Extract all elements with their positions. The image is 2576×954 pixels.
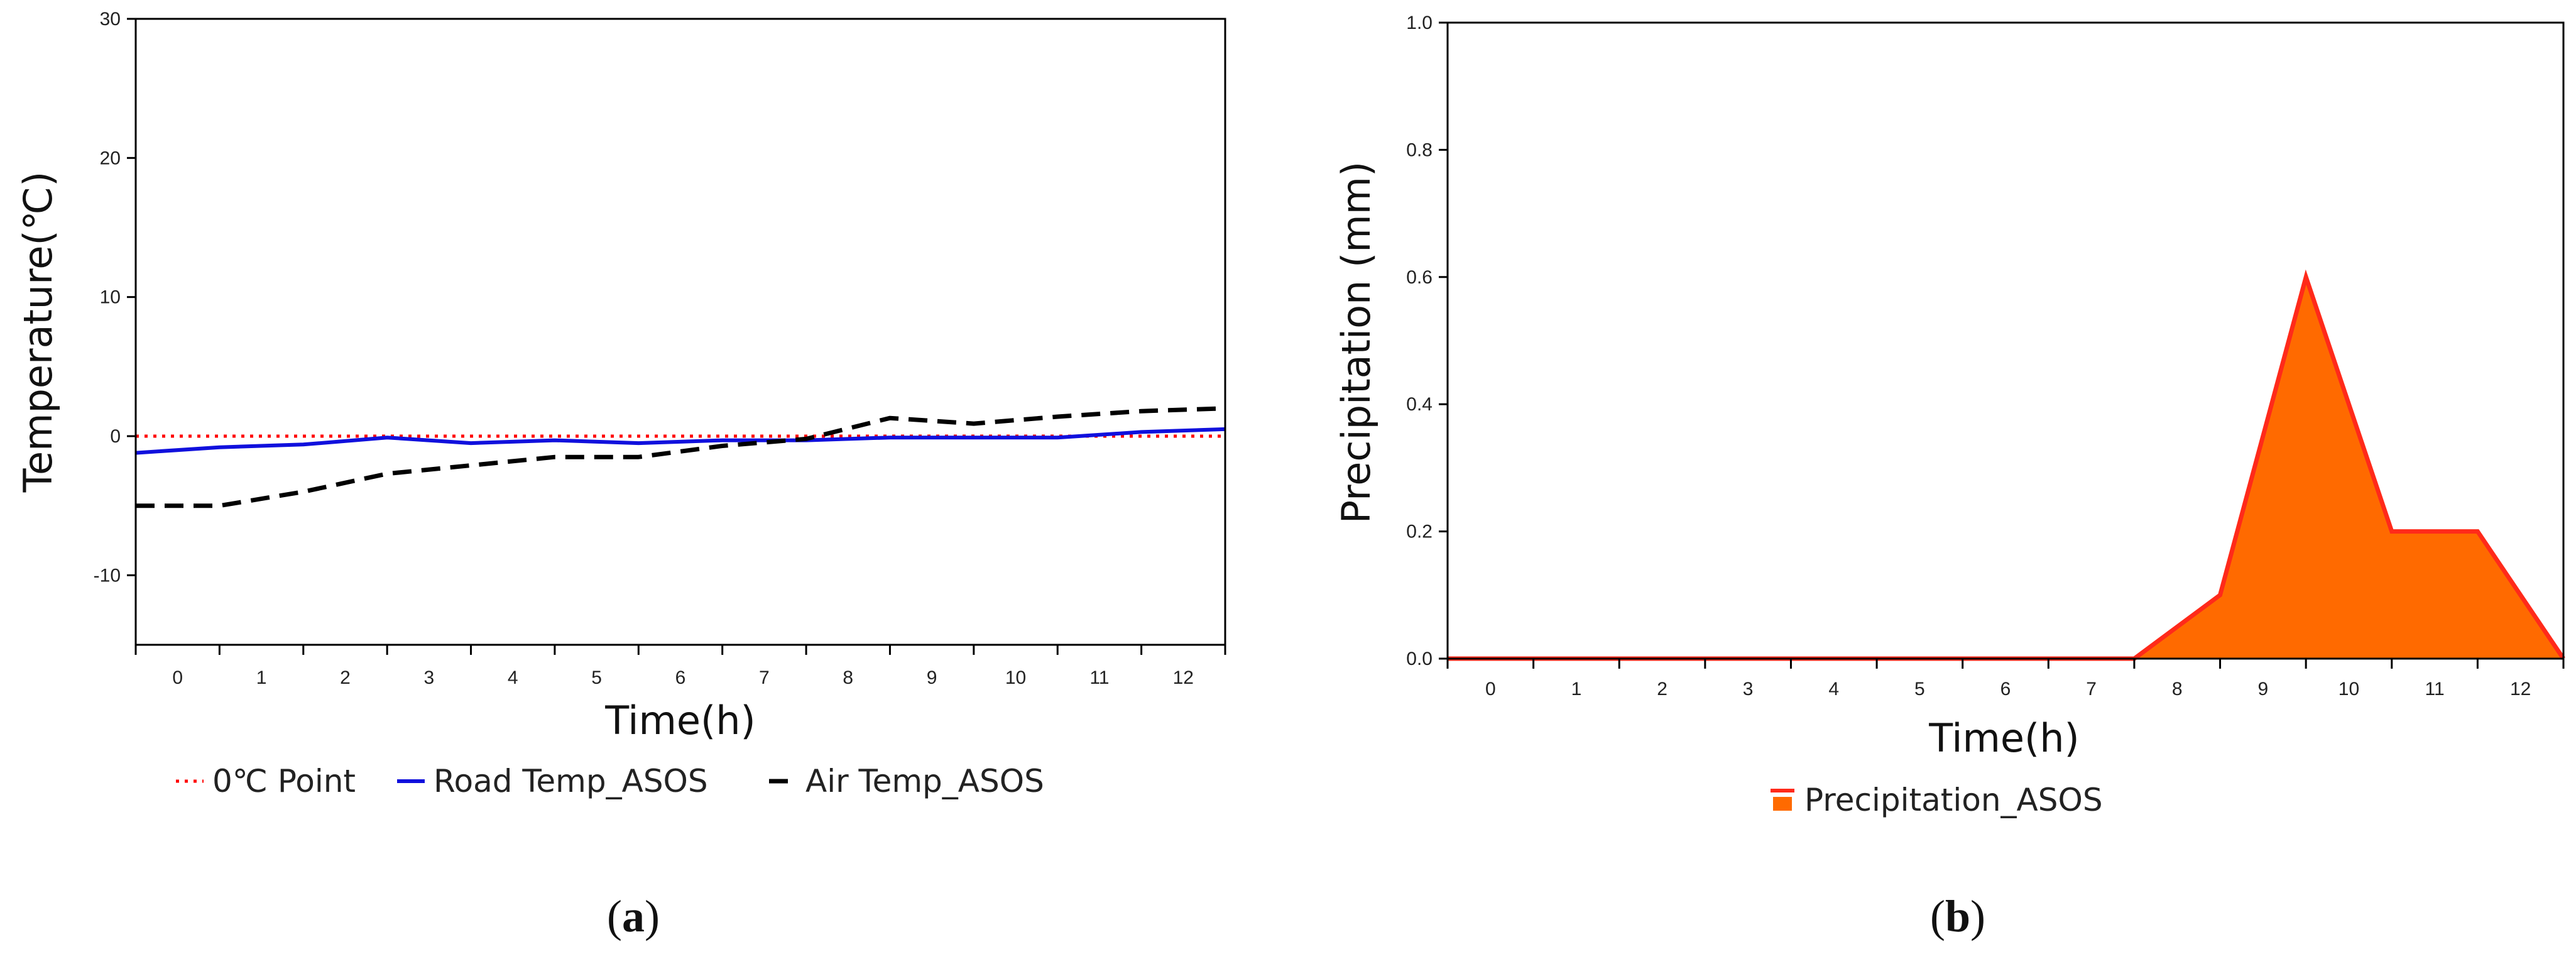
temperature-x-tick-label: 12 — [1173, 667, 1194, 688]
precipitation-legend-label: Precipitation_ASOS — [1804, 782, 2103, 818]
temperature-x-tick-label: 0 — [172, 667, 183, 688]
temperature-x-tick-label: 6 — [675, 667, 686, 688]
panel-caption-a: (a) — [607, 891, 660, 941]
precipitation-x-tick-label: 0 — [1485, 679, 1496, 699]
precipitation-x-tick-label: 8 — [2172, 679, 2183, 699]
temperature-x-tick-label: 7 — [759, 667, 770, 688]
precipitation-x-tick-label: 5 — [1914, 679, 1925, 699]
temperature-x-tick-label: 4 — [508, 667, 518, 688]
precipitation-x-tick-label: 4 — [1828, 679, 1839, 699]
temperature-y-axis-label: Temperature(℃) — [15, 172, 61, 493]
precipitation-x-axis-label: Time(h) — [1928, 715, 2079, 761]
precipitation-x-tick-label: 11 — [2425, 679, 2444, 699]
precipitation-x-tick-label: 2 — [1657, 679, 1667, 699]
panel-caption-b: (b) — [1930, 891, 1985, 941]
temperature-legend: 0℃ Point Road Temp_ASOS Air Temp_ASOS — [176, 763, 1044, 799]
temperature-legend-label: Road Temp_ASOS — [434, 763, 708, 799]
temperature-x-tick-label: 8 — [843, 667, 853, 688]
precipitation-y-axis-label: Precipitation (mm) — [1333, 162, 1379, 524]
precipitation-y-tick-label: 0.4 — [1406, 394, 1433, 415]
precipitation-y-tick-label: 0.8 — [1406, 140, 1433, 160]
precipitation-y-tick-label: 0.0 — [1406, 649, 1433, 669]
precipitation-x-tick-label: 1 — [1571, 679, 1582, 699]
precipitation-y-tick-label: 0.6 — [1406, 267, 1433, 288]
precipitation-x-tick-label: 10 — [2339, 679, 2359, 699]
temperature-plot-frame — [134, 18, 1226, 646]
temperature-x-tick-label: 11 — [1089, 667, 1109, 688]
precipitation-x-tick-label: 7 — [2086, 679, 2097, 699]
precipitation-area-fill — [1448, 277, 2563, 659]
temperature-y-tick-label: 0 — [110, 426, 121, 447]
temperature-x-tick-label: 9 — [927, 667, 937, 688]
precipitation-x-tick-label: 12 — [2510, 679, 2531, 699]
temperature-legend-label: Air Temp_ASOS — [805, 763, 1044, 799]
precipitation-y-tick-label: 0.2 — [1406, 522, 1433, 542]
precipitation-x-tick-label: 6 — [2000, 679, 2011, 699]
temperature-x-tick-label: 1 — [256, 667, 267, 688]
temperature-y-tick-label: 20 — [100, 148, 121, 168]
temperature-legend-label: 0℃ Point — [212, 763, 356, 799]
temperature-y-tick-label: -10 — [94, 565, 121, 586]
precipitation-x-tick-label: 9 — [2258, 679, 2269, 699]
temperature-x-axis-label: Time(h) — [604, 698, 755, 743]
temperature-x-tick-label: 5 — [591, 667, 602, 688]
temperature-y-tick-label: 30 — [100, 9, 121, 30]
temperature-y-tick-label: 10 — [100, 287, 121, 308]
precipitation-plot-frame — [1446, 21, 2565, 660]
precipitation-legend-swatch — [1773, 797, 1792, 811]
temperature-x-tick-label: 10 — [1005, 667, 1026, 688]
precipitation-legend: Precipitation_ASOS — [1771, 782, 2103, 818]
temperature-series-line-3 — [136, 406, 1226, 508]
precipitation-x-tick-label: 3 — [1743, 679, 1754, 699]
temperature-x-tick-label: 3 — [424, 667, 435, 688]
precipitation-chart: 1.00.80.60.40.20.0 0 1 2 3 4 5 6 7 8 9 10 11 12 Time… — [1333, 13, 2565, 818]
precipitation-y-tick-label: 1.0 — [1406, 13, 1433, 33]
temperature-x-tick-label: 2 — [340, 667, 351, 688]
temperature-series-line-2 — [135, 427, 1226, 455]
